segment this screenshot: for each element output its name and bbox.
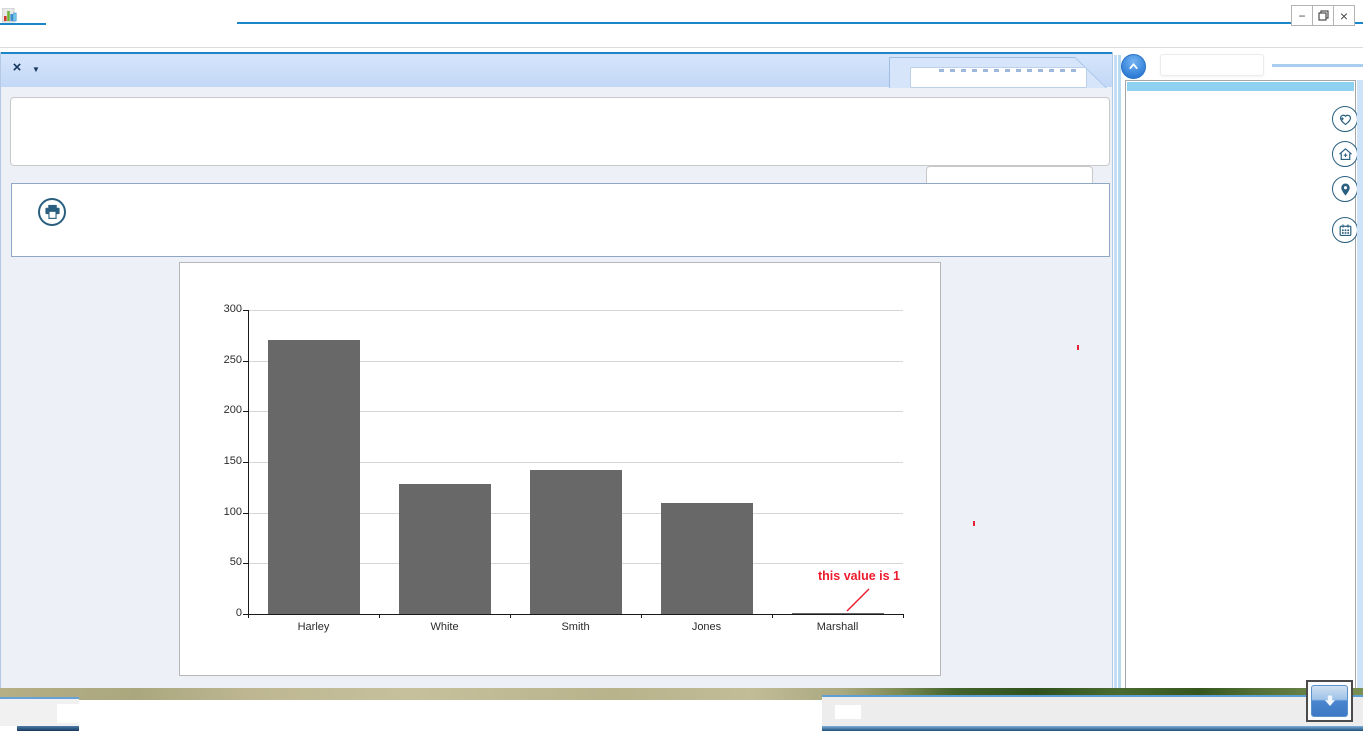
restore-button[interactable]	[1312, 5, 1334, 26]
y-axis-label: 50	[229, 556, 242, 569]
gridline	[248, 310, 903, 311]
y-axis-tick	[243, 310, 248, 311]
chevron-down-icon[interactable]: ▼	[32, 65, 40, 74]
calendar-icon[interactable]	[1332, 217, 1358, 243]
x-axis	[248, 614, 904, 615]
bar-marshall	[791, 612, 884, 614]
y-axis-label: 300	[223, 303, 242, 315]
x-axis-label: Jones	[691, 621, 722, 633]
x-axis-tick	[641, 614, 642, 618]
scroll-down-button-face	[1311, 685, 1348, 717]
panel-tab[interactable]	[889, 57, 1107, 88]
favorite-heart-add-icon[interactable]	[1332, 106, 1358, 132]
report-panel: × ▼ 0 50 100 150 200 250 300 Harley White Smith Jo…	[0, 52, 1113, 690]
panel-gap-strip	[1113, 55, 1121, 690]
side-panel	[1125, 80, 1358, 695]
red-artifact	[1077, 345, 1079, 350]
chart-annotation: this value is 1	[818, 569, 900, 583]
chart-plot-area: 0 50 100 150 200 250 300 Harley White Smith Jones M…	[180, 263, 940, 675]
y-axis	[248, 310, 249, 614]
y-axis-tick	[243, 411, 248, 413]
background-window-bar	[58, 700, 822, 731]
bar-smith	[529, 470, 622, 614]
background-window-left	[0, 697, 79, 726]
bar-jones	[660, 502, 753, 614]
taskbar-fragment	[17, 726, 79, 731]
x-axis-label: Harley	[297, 621, 330, 633]
right-edge-strip	[1357, 80, 1363, 695]
y-axis-label: 100	[223, 505, 242, 518]
y-axis-label: 150	[223, 455, 242, 467]
small-tab[interactable]	[926, 166, 1093, 184]
y-axis-label: 250	[223, 353, 242, 366]
y-axis-tick	[243, 360, 248, 362]
y-axis-tick	[243, 614, 248, 615]
y-axis-label: 200	[223, 404, 242, 417]
window-fragment-box	[835, 705, 861, 719]
window-controls: − ×	[1291, 5, 1355, 26]
panel-tab-surface	[890, 58, 1106, 88]
x-axis-tick	[248, 614, 249, 618]
chart-container: 0 50 100 150 200 250 300 Harley White Smith Jones M…	[179, 262, 941, 676]
x-axis-label: White	[430, 621, 459, 633]
report-toolbar	[11, 183, 1110, 257]
titlebar-divider	[0, 47, 1363, 48]
y-axis-label: 0	[235, 607, 242, 619]
print-button[interactable]	[38, 198, 66, 226]
x-axis-label: Smith	[561, 621, 590, 633]
bar-white	[398, 484, 491, 614]
window-fragment-strip	[822, 726, 1363, 731]
panel-close-icon[interactable]: ×	[12, 59, 22, 76]
toolbar-accent-line-right	[237, 22, 1363, 24]
gridline	[248, 360, 903, 362]
parameters-box	[10, 97, 1110, 166]
x-axis-tick	[379, 614, 380, 618]
home-add-icon[interactable]	[1332, 141, 1358, 167]
bar-chart-app-icon	[1, 7, 17, 23]
close-button[interactable]: ×	[1333, 5, 1355, 26]
red-artifact	[973, 521, 975, 526]
scroll-down-button[interactable]	[1306, 680, 1353, 722]
tab-input[interactable]	[910, 67, 1087, 88]
side-panel-top-strip	[1127, 82, 1354, 91]
x-axis-tick	[772, 614, 773, 618]
arrow-down-icon	[1324, 695, 1335, 707]
gridline	[248, 462, 903, 463]
location-pin-icon[interactable]	[1332, 176, 1358, 202]
minimize-button[interactable]: −	[1291, 5, 1313, 26]
panel-body: 0 50 100 150 200 250 300 Harley White Smith Jones M…	[1, 87, 1112, 690]
y-axis-tick	[243, 512, 248, 514]
search-input[interactable]	[1160, 54, 1264, 76]
clipped-text-fragment	[939, 69, 1077, 72]
x-axis-tick	[510, 614, 511, 618]
background-window-right	[822, 695, 1363, 731]
window-fragment-box	[57, 704, 79, 723]
gridline	[248, 411, 903, 413]
print-icon	[44, 204, 60, 219]
collapse-button[interactable]	[1121, 54, 1146, 79]
y-axis-tick	[243, 462, 248, 463]
y-axis-tick	[243, 563, 248, 565]
restore-icon	[1317, 10, 1329, 21]
bar-harley	[267, 340, 360, 614]
x-axis-tick	[903, 614, 904, 618]
decorative-blue-line	[1272, 64, 1363, 67]
chevron-up-icon	[1129, 63, 1138, 69]
annotation-leader-line	[846, 588, 870, 612]
x-axis-label: Marshall	[816, 621, 859, 633]
toolbar-accent-line-left	[0, 23, 46, 25]
